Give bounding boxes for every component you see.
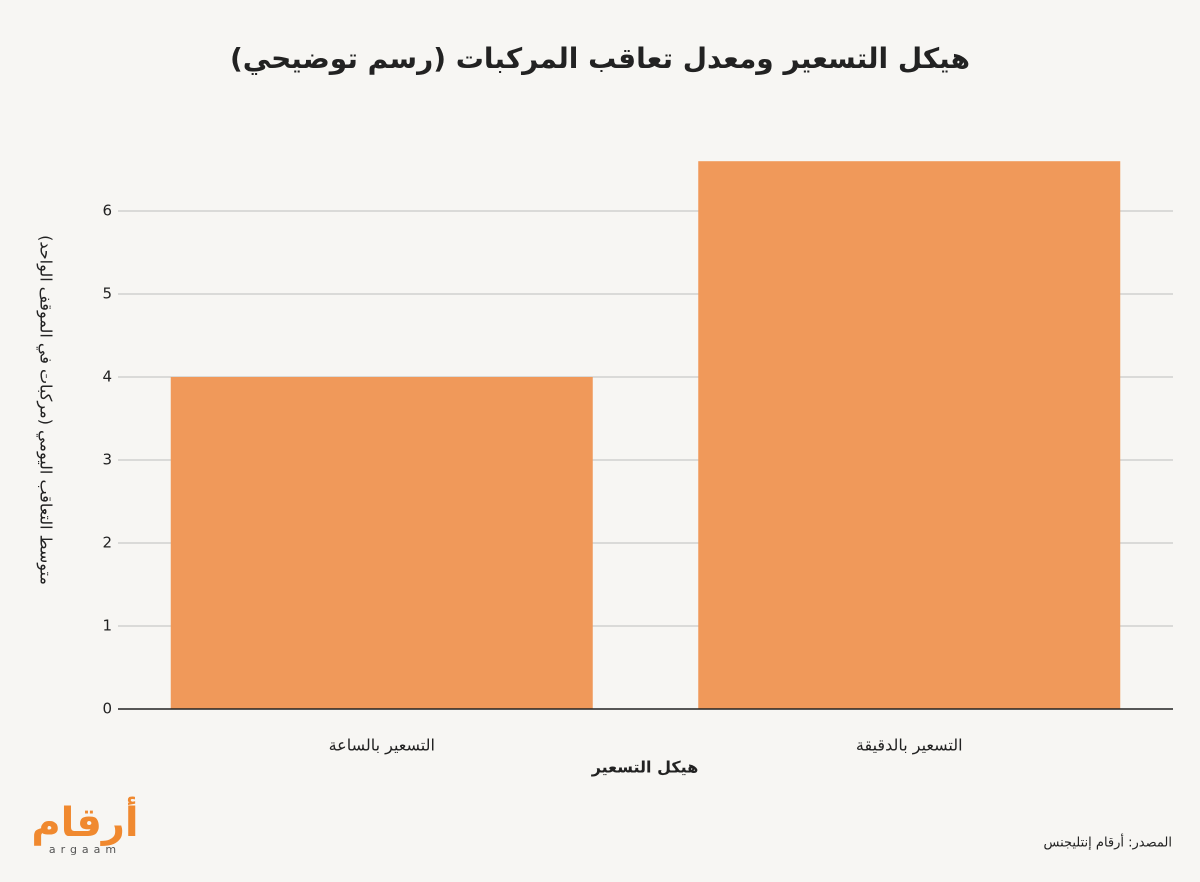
- logo-latin: argaam: [49, 843, 121, 856]
- y-tick-label: 4: [102, 368, 112, 386]
- bar: [170, 377, 593, 709]
- y-tick-label: 0: [102, 700, 112, 718]
- x-tick-label: التسعير بالدقيقة: [856, 736, 963, 756]
- y-tick-label: 1: [102, 617, 112, 635]
- y-tick-label: 5: [102, 285, 112, 303]
- chart-title: هيكل التسعير ومعدل تعاقب المركبات (رسم ت…: [230, 42, 970, 75]
- logo: أرقام: [31, 796, 138, 846]
- x-tick-label: التسعير بالساعة: [329, 736, 435, 756]
- y-tick-label: 6: [102, 202, 112, 220]
- y-tick-label: 2: [102, 534, 112, 552]
- x-axis-label: هيكل التسعير: [591, 758, 699, 777]
- bar: [698, 161, 1121, 709]
- y-tick-label: 3: [102, 451, 112, 469]
- y-axis-label: متوسط التعاقب اليومي (مركبات في الموقف ا…: [36, 235, 56, 585]
- source: المصدر: أرقام إنتليجنس: [1044, 834, 1173, 851]
